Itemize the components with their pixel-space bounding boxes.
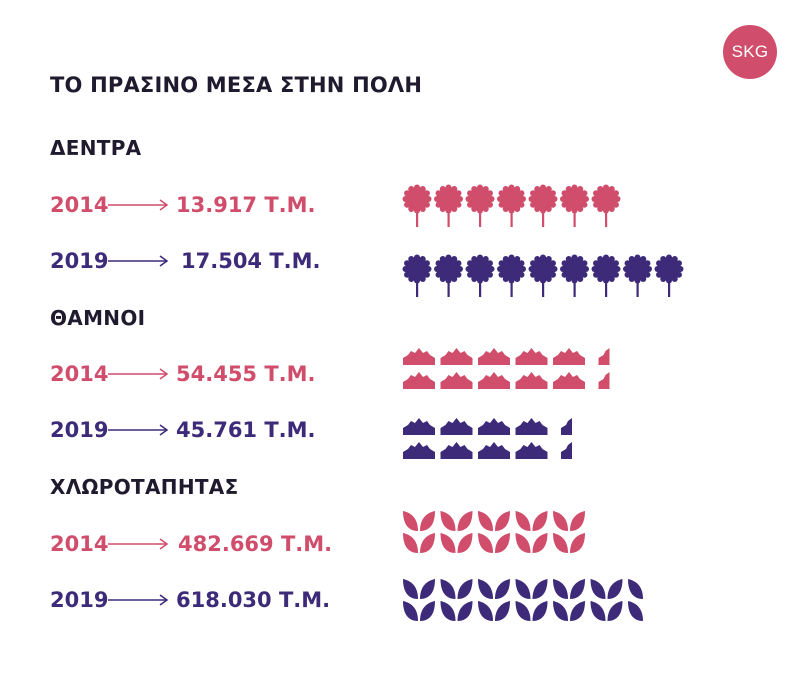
tree-icon — [465, 254, 495, 297]
trees-2014-pictogram — [402, 184, 621, 227]
bush-icon — [561, 442, 572, 459]
bush-icon — [403, 372, 435, 389]
bush-icon — [478, 442, 510, 459]
arrow-icon — [108, 424, 169, 436]
section-title-bushes: ΘΑΜΝΟΙ — [50, 306, 146, 330]
bush-icon — [478, 372, 510, 389]
bush-icon — [553, 372, 585, 389]
arrow-icon — [108, 594, 169, 606]
leaf-sprout-icon — [515, 579, 548, 621]
year-label: 2019 — [50, 418, 109, 442]
lawn-2019-pictogram — [403, 579, 643, 621]
year-label: 2014 — [50, 193, 109, 217]
leaf-sprout-icon — [478, 511, 510, 553]
bush-icon — [440, 348, 473, 365]
value-label: 54.455 Τ.Μ. — [176, 362, 316, 386]
value-label: 482.669 Τ.Μ. — [178, 532, 333, 556]
bush-icon — [515, 348, 548, 365]
leaf-sprout-icon — [440, 511, 473, 553]
bush-icon — [515, 372, 548, 389]
lawn-2014-pictogram — [403, 511, 585, 553]
trees-2019-row: 2019 17.504 Τ.Μ. — [50, 246, 390, 276]
trees-2019-pictogram — [402, 254, 684, 297]
leaf-sprout-icon — [440, 579, 473, 621]
leaf-sprout-icon — [553, 511, 585, 553]
tree-icon — [497, 254, 526, 297]
section-title-trees: ΔΕΝΤΡΑ — [50, 136, 142, 160]
arrow-icon — [108, 368, 169, 380]
value-label: 13.917 Τ.Μ. — [176, 193, 316, 217]
tree-icon — [528, 184, 558, 227]
lawn-2019-row: 2019 618.030 Τ.Μ. — [50, 585, 390, 615]
tree-icon — [623, 254, 652, 297]
tree-icon — [402, 254, 432, 297]
bush-icon — [598, 372, 610, 389]
tree-icon — [497, 184, 526, 227]
year-label: 2019 — [50, 249, 109, 273]
tree-icon — [402, 184, 432, 227]
tree-icon — [654, 254, 684, 297]
tree-icon — [591, 184, 621, 227]
bush-icon — [515, 442, 548, 459]
lawn-2014-row: 2014 482.669 Τ.Μ. — [50, 529, 390, 559]
bushes-2019-row: 2019 45.761 Τ.Μ. — [50, 415, 390, 445]
bushes-2019-pictogram — [403, 418, 572, 459]
leaf-sprout-icon — [590, 579, 623, 621]
bush-icon — [403, 418, 435, 435]
arrow-icon — [108, 538, 169, 550]
tree-icon — [560, 184, 589, 227]
bushes-2014-pictogram — [403, 348, 610, 389]
value-label: 618.030 Τ.Μ. — [176, 588, 331, 612]
bushes-2014-row: 2014 54.455 Τ.Μ. — [50, 359, 390, 389]
skg-logo-badge: SKG — [723, 25, 777, 79]
bush-icon — [440, 372, 473, 389]
bush-icon — [478, 418, 510, 435]
bush-icon — [403, 348, 435, 365]
tree-icon — [591, 254, 621, 297]
section-title-lawn: ΧΛΩΡΟΤΑΠΗΤΑΣ — [50, 475, 239, 499]
leaf-sprout-icon — [478, 579, 510, 621]
bush-icon — [561, 418, 572, 435]
arrow-icon — [108, 255, 169, 267]
bush-icon — [598, 348, 610, 365]
bush-icon — [440, 418, 473, 435]
leaf-sprout-icon — [403, 511, 435, 553]
page-title: ΤΟ ΠΡΑΣΙΝΟ ΜΕΣΑ ΣΤΗΝ ΠΟΛΗ — [50, 73, 423, 97]
tree-icon — [465, 184, 495, 227]
trees-2014-row: 2014 13.917 Τ.Μ. — [50, 190, 390, 220]
leaf-sprout-icon — [515, 511, 548, 553]
bush-icon — [478, 348, 510, 365]
leaf-sprout-icon — [403, 579, 435, 621]
leaf-sprout-icon — [628, 579, 643, 621]
tree-icon — [560, 254, 589, 297]
year-label: 2014 — [50, 362, 109, 386]
leaf-sprout-icon — [553, 579, 585, 621]
bush-icon — [403, 442, 435, 459]
bush-icon — [515, 418, 548, 435]
arrow-icon — [108, 199, 169, 211]
tree-icon — [528, 254, 558, 297]
tree-icon — [434, 254, 463, 297]
value-label: 17.504 Τ.Μ. — [181, 249, 321, 273]
bush-icon — [553, 348, 585, 365]
year-label: 2014 — [50, 532, 109, 556]
tree-icon — [434, 184, 463, 227]
value-label: 45.761 Τ.Μ. — [176, 418, 316, 442]
year-label: 2019 — [50, 588, 109, 612]
bush-icon — [440, 442, 473, 459]
